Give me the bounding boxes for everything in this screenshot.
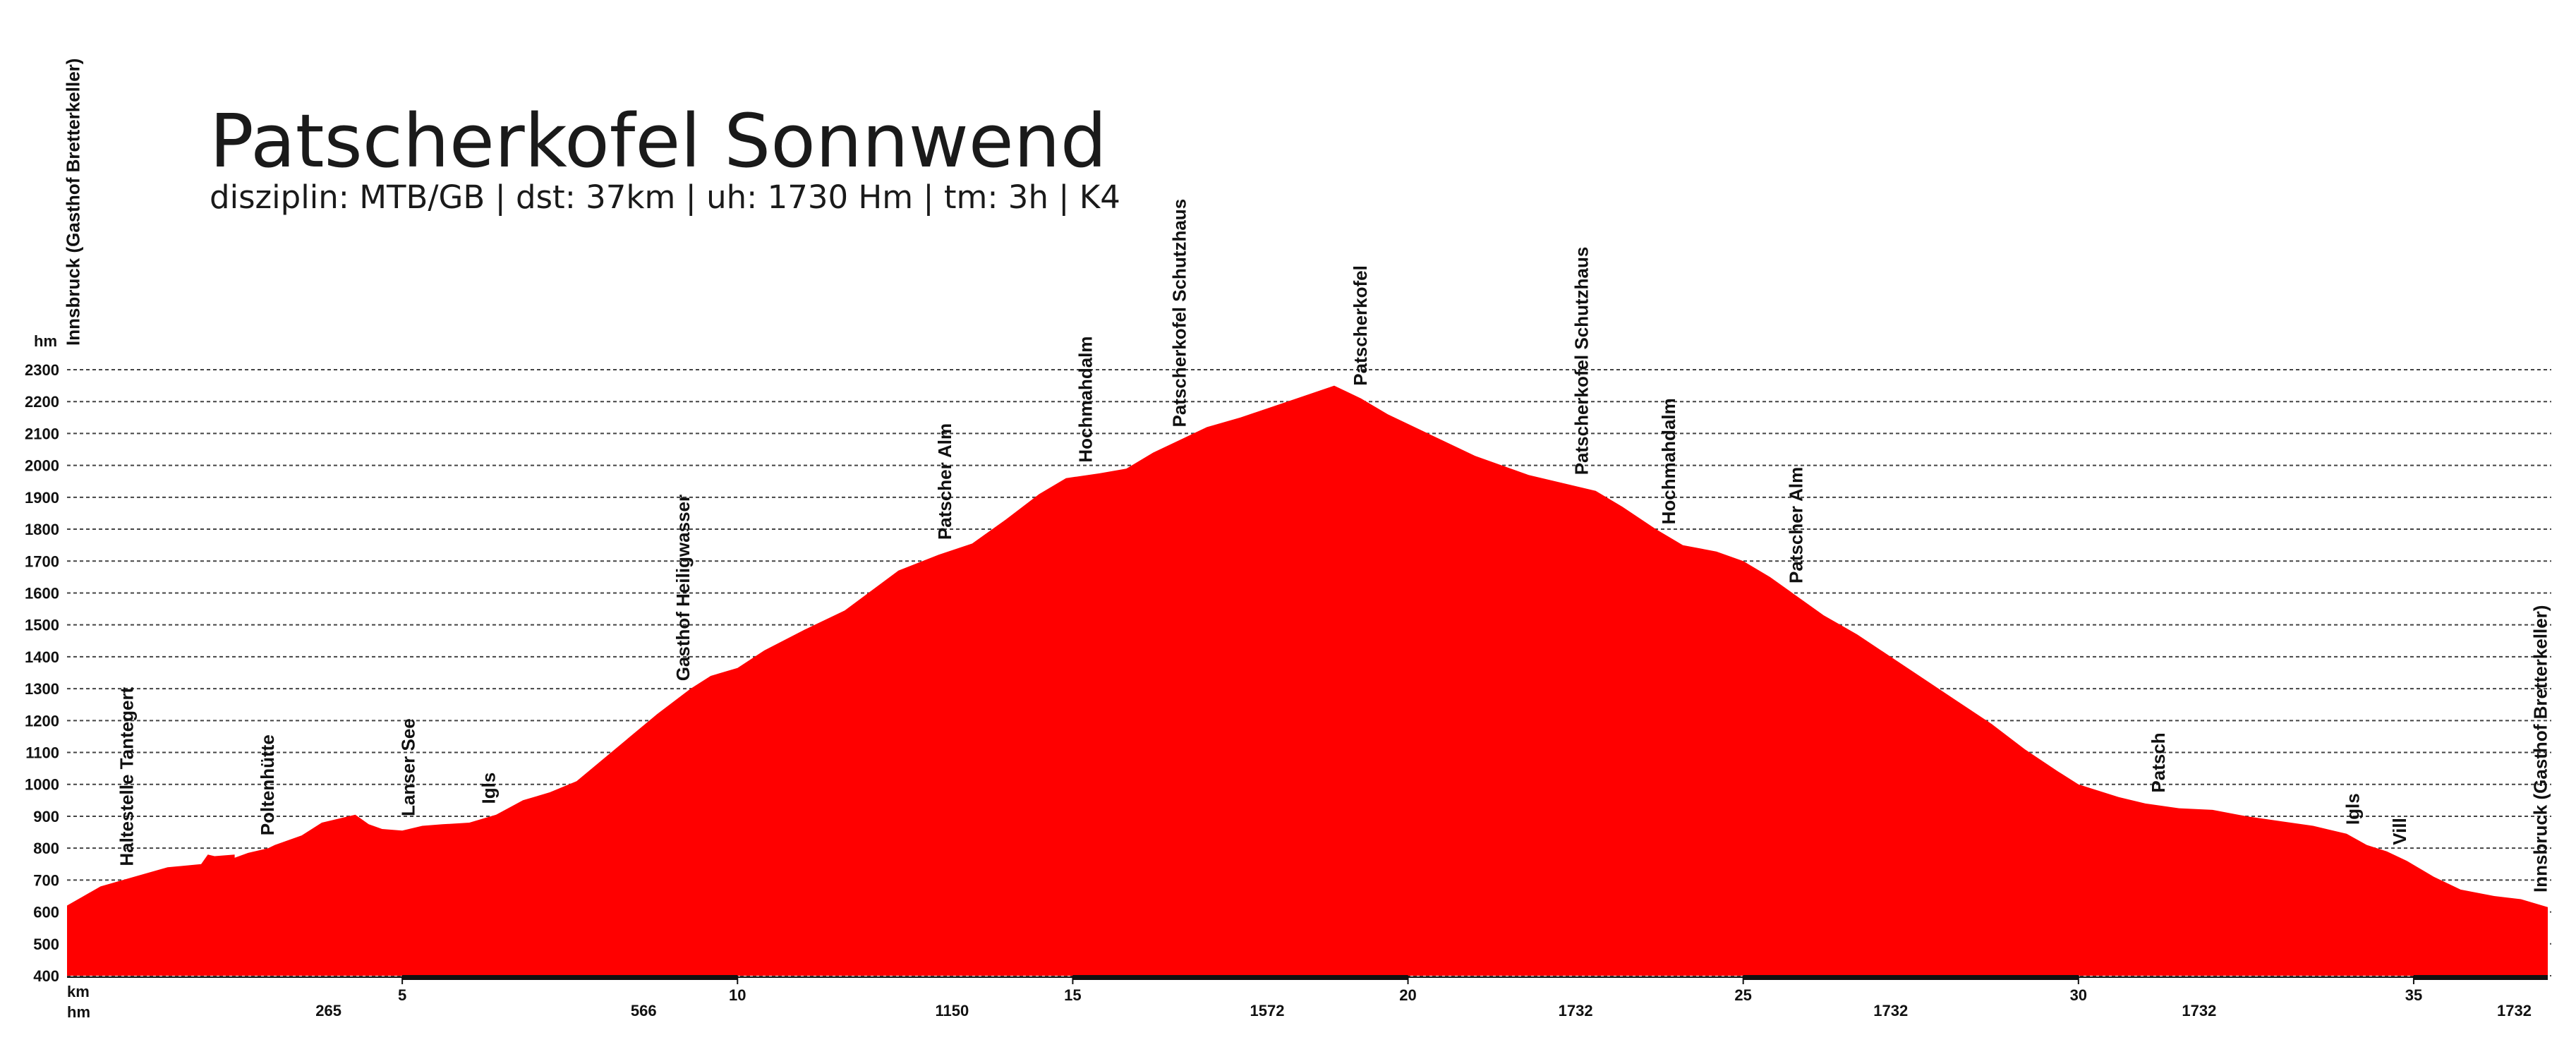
cumulative-ascent-label: 1572: [1250, 1002, 1285, 1019]
x-axis-unit-label: km: [67, 983, 90, 1000]
x-tick-label-20: 20: [1399, 986, 1416, 1004]
x-tick-label-25: 25: [1734, 986, 1751, 1004]
y-tick-label-1000: 1000: [25, 776, 59, 794]
y-tick-label-1800: 1800: [25, 521, 59, 538]
x-tick-label-35: 35: [2405, 986, 2422, 1004]
y-tick-label-1700: 1700: [25, 552, 59, 570]
y-tick-label-500: 500: [33, 936, 59, 953]
cumulative-ascent-label: 1732: [1559, 1002, 1593, 1019]
waypoint-label: Hochmahdalm: [1075, 336, 1096, 462]
waypoint-label: Hochmahdalm: [1658, 398, 1679, 524]
y-tick-label-1600: 1600: [25, 584, 59, 602]
waypoint-label: Patscherkofel Schutzhaus: [1168, 199, 1190, 428]
cumulative-ascent-label: 1150: [935, 1002, 969, 1019]
x-tick-label-10: 10: [729, 986, 746, 1004]
chart-subtitle: disziplin: MTB/GB | dst: 37km | uh: 1730…: [210, 178, 1120, 216]
y-tick-label-1400: 1400: [25, 648, 59, 666]
y-tick-label-1100: 1100: [25, 744, 59, 762]
waypoint-label: Vill: [2389, 818, 2410, 845]
y-tick-label-2100: 2100: [25, 425, 59, 442]
x-tick-label-5: 5: [398, 986, 406, 1004]
cumulative-ascent-label: 1732: [2182, 1002, 2216, 1019]
y-tick-label-2000: 2000: [25, 457, 59, 475]
cumulative-ascent-label: 566: [631, 1002, 657, 1019]
waypoint-label: Innsbruck (Gasthof Bretterkeller): [63, 59, 84, 346]
waypoint-label: Patscherkofel Schutzhaus: [1571, 247, 1592, 476]
cumulative-ascent-label: 265: [315, 1002, 341, 1019]
y-tick-label-800: 800: [33, 840, 59, 857]
waypoint-label: Patscher Alm: [1786, 467, 1807, 583]
waypoint-label: Gasthof Heiligwasser: [672, 495, 694, 681]
y-tick-label-2200: 2200: [25, 393, 59, 411]
elevation-area-series: [67, 385, 2548, 976]
y-tick-label-1300: 1300: [25, 680, 59, 698]
cumulative-ascent-label: 1732: [1873, 1002, 1908, 1019]
y-axis-tick-labels: 400 500 600 700 800 900 1000 1100 1200 1300 1400 15…: [25, 361, 59, 985]
x-tick-label-15: 15: [1064, 986, 1081, 1004]
y-tick-label-900: 900: [33, 808, 59, 825]
x-tick-label-30: 30: [2070, 986, 2087, 1004]
x-axis: 5 10 15 20 25 30 35 265 566 1150 1572 1732 1732 1732 1…: [67, 975, 2548, 1019]
y-tick-label-2300: 2300: [25, 361, 59, 379]
y-tick-label-600: 600: [33, 904, 59, 921]
y-tick-label-1900: 1900: [25, 489, 59, 507]
waypoint-label: Patscherkofel: [1350, 265, 1371, 386]
y-tick-label-700: 700: [33, 871, 59, 889]
waypoint-label: Haltestelle Tantegert: [116, 686, 138, 866]
cumulative-ascent-label: 1732: [2497, 1002, 2532, 1019]
waypoint-label: Igls: [2342, 793, 2363, 825]
waypoint-label: Innsbruck (Gasthof Bretterkeller): [2530, 605, 2551, 892]
y-axis-unit-label: hm: [34, 332, 57, 350]
waypoint-label: Patsch: [2148, 732, 2169, 792]
cumulative-ascent-unit-label: hm: [67, 1003, 90, 1021]
y-tick-label-1500: 1500: [25, 617, 59, 634]
waypoint-label: Lanser See: [398, 718, 419, 816]
elevation-area: [67, 385, 2548, 976]
waypoint-label: Patscher Alm: [934, 423, 955, 540]
waypoint-label: Igls: [478, 773, 500, 804]
y-tick-label-400: 400: [33, 967, 59, 985]
waypoint-labels: Innsbruck (Gasthof Bretterkeller) Haltest…: [63, 59, 2551, 892]
waypoint-label: Poltenhütte: [257, 734, 278, 835]
chart-title: Patscherkofel Sonnwend: [210, 98, 1107, 184]
y-tick-label-1200: 1200: [25, 712, 59, 730]
